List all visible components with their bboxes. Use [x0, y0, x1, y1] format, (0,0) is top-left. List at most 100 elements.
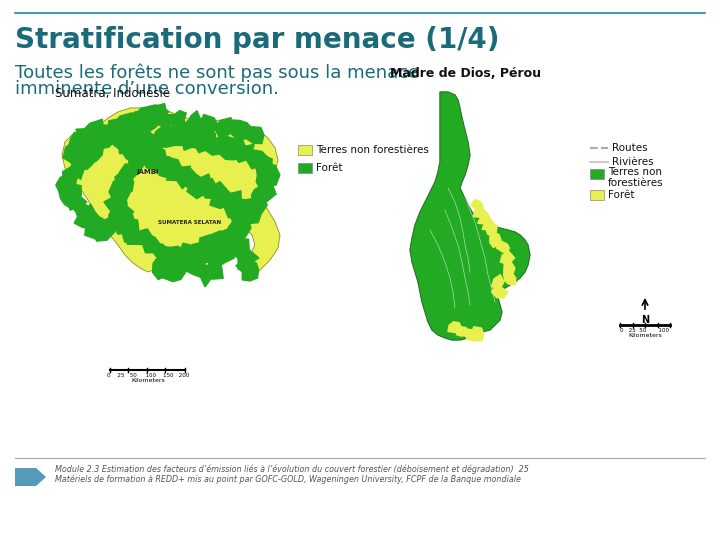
- Polygon shape: [180, 128, 199, 150]
- Polygon shape: [63, 165, 80, 186]
- Polygon shape: [158, 157, 183, 178]
- Polygon shape: [204, 137, 229, 155]
- Text: 0    25   50     100    150   200: 0 25 50 100 150 200: [107, 373, 189, 378]
- Text: forestières: forestières: [608, 178, 664, 188]
- Polygon shape: [478, 212, 490, 224]
- Polygon shape: [504, 262, 515, 275]
- Polygon shape: [155, 104, 174, 126]
- Text: Madre de Dios, Pérou: Madre de Dios, Pérou: [390, 67, 541, 80]
- Polygon shape: [220, 188, 241, 213]
- Polygon shape: [68, 132, 91, 152]
- Polygon shape: [163, 259, 186, 282]
- Polygon shape: [94, 217, 122, 233]
- Text: Matériels de formation à REDD+ mis au point par GOFC-GOLD, Wageningen University: Matériels de formation à REDD+ mis au po…: [55, 475, 521, 484]
- Polygon shape: [225, 198, 246, 218]
- Polygon shape: [222, 225, 244, 245]
- Polygon shape: [171, 123, 194, 145]
- Polygon shape: [464, 329, 478, 341]
- Polygon shape: [492, 275, 504, 289]
- Polygon shape: [448, 322, 462, 333]
- Polygon shape: [145, 105, 169, 126]
- Text: Kilometers: Kilometers: [628, 333, 662, 338]
- Polygon shape: [228, 214, 251, 242]
- Polygon shape: [497, 241, 509, 253]
- Polygon shape: [164, 111, 186, 131]
- Polygon shape: [198, 265, 215, 287]
- Text: Forêt: Forêt: [608, 190, 634, 200]
- Text: JAMBI: JAMBI: [137, 169, 159, 175]
- Polygon shape: [202, 178, 219, 198]
- Text: N: N: [641, 315, 649, 325]
- Polygon shape: [104, 193, 127, 214]
- Polygon shape: [215, 118, 233, 138]
- Polygon shape: [187, 242, 210, 264]
- Polygon shape: [109, 208, 127, 229]
- Polygon shape: [251, 186, 275, 204]
- Polygon shape: [118, 133, 138, 154]
- Polygon shape: [141, 146, 166, 169]
- Text: Terres non: Terres non: [608, 167, 662, 177]
- Polygon shape: [143, 233, 161, 253]
- Bar: [298, 163, 312, 173]
- Polygon shape: [206, 262, 223, 279]
- Polygon shape: [153, 255, 178, 280]
- Text: 0   25  50       100: 0 25 50 100: [621, 328, 670, 333]
- Polygon shape: [500, 251, 515, 265]
- Polygon shape: [410, 92, 530, 340]
- Polygon shape: [218, 136, 246, 160]
- Polygon shape: [156, 125, 174, 140]
- Text: Rivières: Rivières: [612, 157, 654, 167]
- Polygon shape: [85, 215, 110, 239]
- Polygon shape: [107, 119, 130, 140]
- Polygon shape: [182, 257, 207, 277]
- Text: Module 2.3 Estimation des facteurs d’émission liés à l’évolution du couvert fore: Module 2.3 Estimation des facteurs d’émi…: [55, 464, 529, 474]
- Polygon shape: [166, 163, 191, 189]
- Polygon shape: [62, 108, 280, 275]
- Polygon shape: [228, 120, 253, 141]
- Polygon shape: [70, 201, 94, 223]
- Polygon shape: [135, 141, 159, 164]
- Polygon shape: [236, 260, 258, 281]
- Polygon shape: [74, 204, 100, 228]
- Polygon shape: [71, 146, 96, 170]
- Polygon shape: [182, 168, 204, 191]
- Polygon shape: [91, 224, 114, 241]
- Polygon shape: [151, 244, 168, 256]
- Polygon shape: [187, 174, 211, 199]
- Polygon shape: [206, 231, 230, 249]
- Polygon shape: [238, 246, 259, 270]
- Text: Sumatra, Indonésie: Sumatra, Indonésie: [55, 87, 170, 100]
- Text: Stratification par menace (1/4): Stratification par menace (1/4): [15, 26, 500, 54]
- Polygon shape: [199, 235, 223, 260]
- Polygon shape: [83, 141, 103, 162]
- Polygon shape: [115, 171, 133, 197]
- Polygon shape: [67, 194, 87, 210]
- Polygon shape: [471, 327, 484, 341]
- Polygon shape: [474, 206, 485, 218]
- Polygon shape: [113, 204, 134, 223]
- Text: Kilometers: Kilometers: [131, 378, 165, 383]
- Polygon shape: [490, 232, 501, 247]
- Polygon shape: [109, 181, 130, 202]
- Polygon shape: [93, 125, 114, 149]
- Text: Toutes les forêts ne sont pas sous la menace: Toutes les forêts ne sont pas sous la me…: [15, 63, 419, 82]
- Polygon shape: [162, 123, 188, 147]
- Polygon shape: [177, 243, 203, 261]
- Polygon shape: [471, 199, 483, 212]
- Polygon shape: [128, 151, 147, 177]
- Text: Terres non forestières: Terres non forestières: [316, 145, 429, 155]
- Polygon shape: [15, 468, 46, 486]
- Polygon shape: [71, 157, 89, 180]
- Text: Routes: Routes: [612, 143, 647, 153]
- Polygon shape: [122, 120, 141, 143]
- Polygon shape: [160, 246, 181, 266]
- Polygon shape: [256, 171, 276, 198]
- Polygon shape: [120, 164, 136, 184]
- Polygon shape: [59, 184, 81, 210]
- Bar: [590, 190, 604, 200]
- Polygon shape: [486, 225, 498, 237]
- Polygon shape: [195, 130, 216, 153]
- Polygon shape: [121, 217, 139, 242]
- Polygon shape: [111, 129, 135, 148]
- Polygon shape: [456, 327, 471, 336]
